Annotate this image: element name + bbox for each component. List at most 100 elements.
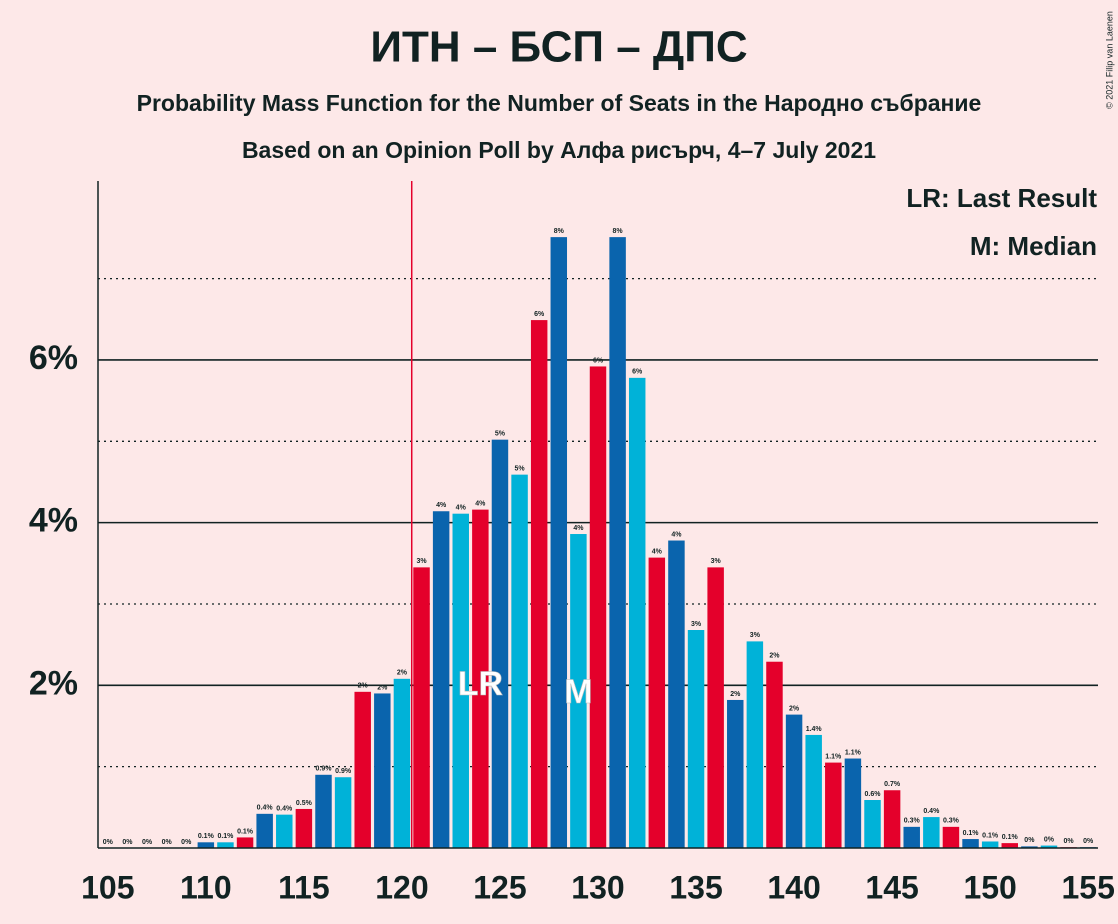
data-label: 2%	[358, 683, 369, 690]
bar	[962, 839, 979, 848]
data-label: 0%	[1044, 836, 1055, 843]
data-label: 4%	[573, 525, 584, 532]
chart-subtitle: Probability Mass Function for the Number…	[137, 90, 982, 116]
data-label: 0.5%	[296, 800, 313, 807]
bar	[374, 693, 391, 848]
data-label: 0%	[1024, 837, 1035, 844]
data-label: 0%	[103, 839, 114, 846]
bar	[766, 661, 783, 848]
bar	[825, 762, 842, 848]
data-label: 4%	[652, 548, 663, 555]
bar	[923, 817, 940, 848]
bar	[628, 377, 646, 848]
data-label: 6%	[593, 357, 604, 364]
data-label: 0.9%	[335, 768, 352, 775]
x-tick-label: 110	[180, 869, 232, 905]
data-label: 0%	[181, 839, 192, 846]
data-label: 0%	[1064, 838, 1075, 845]
bar	[393, 678, 411, 848]
bar	[883, 790, 901, 848]
chart-title: ИТН – БСП – ДПС	[370, 23, 747, 72]
x-tick-label: 135	[669, 869, 722, 905]
data-label: 4%	[671, 531, 682, 538]
annotation: LR	[458, 665, 503, 703]
bar	[609, 237, 626, 848]
data-label: 0.1%	[1002, 834, 1019, 841]
bar	[197, 842, 215, 848]
x-tick-label: 130	[571, 869, 624, 905]
bar	[1040, 845, 1058, 848]
data-label: 2%	[789, 705, 800, 712]
bar	[805, 734, 822, 848]
chart-subtitle: Based on an Opinion Poll by Алфа рисърч,…	[242, 137, 876, 163]
data-label: 3%	[711, 558, 722, 565]
bar	[981, 841, 999, 848]
data-label: 3%	[750, 632, 761, 639]
copyright: © 2021 Filip van Laenen	[1104, 11, 1114, 109]
bar	[844, 758, 862, 848]
bar	[648, 557, 666, 848]
bar	[903, 826, 920, 848]
bar	[256, 813, 273, 848]
legend-entry: M: Median	[970, 231, 1097, 261]
x-tick-label: 145	[865, 869, 918, 905]
data-label: 4%	[475, 500, 486, 507]
x-tick-label: 105	[81, 869, 134, 905]
bar	[491, 439, 509, 848]
data-label: 5%	[495, 431, 506, 438]
bar	[1001, 843, 1018, 848]
data-label: 1.1%	[845, 749, 862, 756]
data-label: 0.1%	[237, 828, 254, 835]
bar	[570, 534, 587, 848]
data-label: 0.3%	[904, 818, 921, 825]
data-label: 2%	[397, 670, 408, 677]
bar	[530, 320, 548, 849]
data-label: 0.3%	[943, 818, 960, 825]
data-label: 0.4%	[276, 805, 293, 812]
bar	[589, 366, 607, 848]
data-label: 4%	[456, 505, 467, 512]
bar	[315, 774, 332, 848]
data-label: 4%	[436, 502, 447, 509]
data-label: 8%	[613, 228, 624, 235]
data-label: 2%	[769, 653, 780, 660]
data-label: 0.4%	[257, 805, 274, 812]
y-tick-label: 6%	[29, 339, 78, 377]
bar	[452, 513, 469, 848]
data-label: 8%	[554, 228, 565, 235]
bar	[334, 777, 352, 848]
bar	[785, 714, 803, 848]
data-label: 0.1%	[217, 833, 234, 840]
data-label: 0.6%	[865, 791, 882, 798]
bar	[687, 630, 705, 848]
data-label: 0.1%	[982, 832, 999, 839]
x-tick-label: 150	[963, 869, 1016, 905]
data-label: 0%	[122, 839, 133, 846]
data-label: 0.9%	[316, 766, 333, 773]
data-label: 1.4%	[806, 726, 823, 733]
data-label: 0.1%	[963, 830, 980, 837]
x-tick-label: 115	[278, 869, 330, 905]
bar	[668, 540, 685, 848]
y-tick-label: 2%	[29, 664, 78, 702]
bar	[550, 237, 568, 848]
data-label: 1.1%	[825, 753, 842, 760]
bar	[413, 567, 430, 848]
bar	[746, 641, 764, 848]
bar	[511, 474, 528, 848]
x-tick-label: 125	[473, 869, 526, 905]
bar	[472, 509, 489, 848]
bar	[295, 808, 313, 848]
data-label: 0.7%	[884, 781, 901, 788]
data-label: 3%	[691, 621, 702, 628]
bar	[942, 826, 960, 848]
data-label: 0%	[162, 839, 173, 846]
data-label: 0.1%	[198, 833, 215, 840]
data-label: 0%	[142, 839, 153, 846]
bar	[727, 699, 744, 848]
legend-entry: LR: Last Result	[906, 183, 1097, 213]
bar	[354, 691, 371, 848]
data-label: 3%	[416, 558, 427, 565]
data-label: 5%	[515, 465, 526, 472]
